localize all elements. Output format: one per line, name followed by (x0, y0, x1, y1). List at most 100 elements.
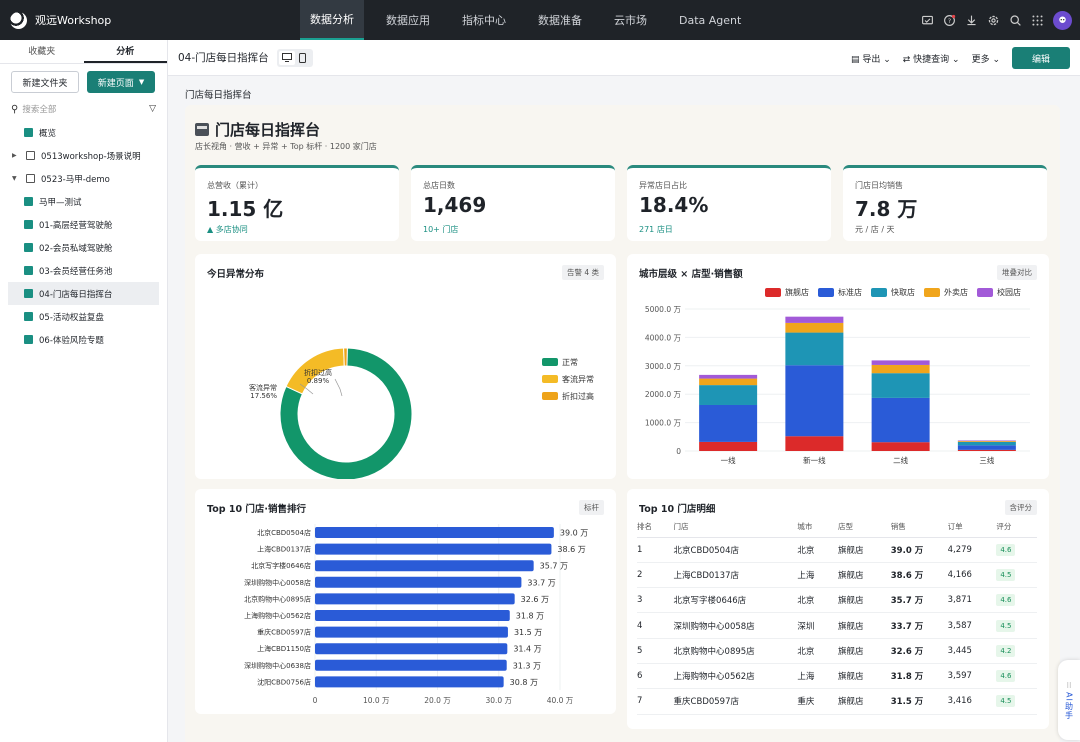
stack-bar-segment[interactable] (871, 397, 930, 443)
table-row[interactable]: 1 北京CBD0504店 北京 旗舰店 39.0 万 4,279 4.6 (637, 537, 1037, 563)
table-header[interactable]: 评分 (996, 517, 1037, 538)
hbar[interactable] (315, 560, 534, 572)
sidebar-item[interactable]: 06-体验风险专题 (0, 328, 167, 351)
edit-button[interactable]: 编辑 (1012, 47, 1070, 69)
sidebar-item[interactable]: 03-会员经营任务池 (0, 259, 167, 282)
table-header[interactable]: 店型 (837, 517, 891, 538)
stack-bar-segment[interactable] (871, 442, 930, 451)
new-page-button[interactable]: 新建页面 ▼ (87, 71, 155, 93)
nav-data-agent[interactable]: Data Agent (679, 13, 742, 27)
quick-query-button[interactable]: ⇄ 快捷查询 ⌄ (902, 54, 960, 65)
table-header[interactable]: 订单 (947, 517, 997, 538)
tab-favorites[interactable]: 收藏夹 (28, 47, 56, 57)
table-header[interactable]: 门店 (673, 517, 798, 538)
table-row[interactable]: 2 上海CBD0137店 上海 旗舰店 38.6 万 4,166 4.5 (637, 562, 1037, 589)
sidebar-item[interactable]: 概览 (0, 121, 167, 144)
stack-bar-segment[interactable] (699, 374, 758, 379)
stack-bar-segment[interactable] (957, 445, 1016, 450)
caret-right-icon[interactable]: ▶ (12, 152, 17, 159)
download-icon[interactable] (965, 14, 978, 27)
nav-cloud-market[interactable]: 云市场 (614, 14, 647, 27)
stack-bar-segment[interactable] (785, 332, 844, 366)
stack-bar-segment[interactable] (957, 440, 1016, 442)
table-header[interactable]: 销售 (890, 517, 948, 538)
stack-bar-segment[interactable] (871, 364, 930, 374)
tab-analysis[interactable]: 分析 (83, 40, 167, 63)
legend-label[interactable]: 折扣过高 (562, 391, 594, 401)
table-header[interactable]: 排名 (637, 517, 674, 538)
filter-icon[interactable]: ▽ (149, 104, 156, 114)
settings-icon[interactable] (987, 14, 1000, 27)
sidebar-search[interactable]: ⚲ 搜索全部 ▽ (0, 100, 167, 118)
help-icon[interactable]: ? (943, 14, 956, 27)
nav-data-apps[interactable]: 数据应用 (386, 14, 430, 27)
table-cell: 3 (637, 587, 674, 614)
caret-down-icon[interactable]: ▼ (12, 175, 17, 182)
search-icon[interactable] (1009, 14, 1022, 27)
stack-bar-segment[interactable] (699, 404, 758, 442)
kpi-card: 总营收（累计） 1.15 亿 ▲ 多店协同 (195, 165, 399, 241)
nav-data-prep[interactable]: 数据准备 (538, 14, 582, 27)
table-row[interactable]: 7 重庆CBD0597店 重庆 旗舰店 31.5 万 3,416 4.5 (637, 688, 1037, 715)
hbar[interactable] (315, 643, 508, 655)
stack-bar-segment[interactable] (957, 441, 1016, 442)
donut-slice[interactable] (279, 347, 413, 479)
stack-bar-segment[interactable] (699, 441, 758, 451)
hbar[interactable] (315, 593, 515, 605)
legend-label[interactable]: 客流异常 (562, 374, 594, 384)
legend-label[interactable]: 外卖店 (944, 287, 968, 297)
stack-bar-segment[interactable] (699, 385, 758, 405)
sidebar-item[interactable]: 02-会员私域驾驶舱 (0, 236, 167, 259)
legend-label[interactable]: 快取店 (891, 287, 915, 297)
legend-label[interactable]: 标准店 (838, 287, 862, 297)
sidebar-item[interactable]: 01-高层经营驾驶舱 (0, 213, 167, 236)
table-row[interactable]: 3 北京写字楼0646店 北京 旗舰店 35.7 万 3,871 4.6 (637, 587, 1037, 614)
stack-bar-segment[interactable] (785, 436, 844, 451)
nav-data-analysis[interactable]: 数据分析 (300, 0, 364, 40)
legend-label[interactable]: 校园店 (997, 287, 1021, 297)
sidebar-item[interactable]: 04-门店每日指挥台 (8, 282, 159, 305)
stack-bar-segment[interactable] (871, 360, 930, 365)
table-row[interactable]: 6 上海购物中心0562店 上海 旗舰店 31.8 万 3,597 4.6 (637, 663, 1037, 690)
table-header[interactable]: 城市 (797, 517, 838, 538)
table-row[interactable]: 5 北京购物中心0895店 北京 旗舰店 32.6 万 3,445 4.2 (637, 638, 1037, 664)
sidebar-item[interactable]: 05-活动权益复盘 (0, 305, 167, 328)
x-tick-label: 一线 (721, 455, 736, 465)
legend-label[interactable]: 正常 (562, 358, 578, 367)
donut-slice[interactable] (343, 347, 348, 367)
hbar[interactable] (315, 626, 508, 638)
hbar[interactable] (315, 659, 507, 671)
sidebar-item[interactable]: 马甲—测试 (0, 190, 167, 213)
stack-bar-segment[interactable] (785, 316, 844, 323)
sidebar-item-label: 马甲—测试 (39, 197, 82, 208)
nav-metric-center[interactable]: 指标中心 (462, 14, 506, 27)
hbar[interactable] (315, 610, 510, 621)
more-button[interactable]: 更多 ⌄ (971, 54, 1000, 65)
sidebar-item[interactable]: ▶ 0513workshop-场景说明 (0, 144, 167, 167)
y-tick-label: 北京购物中心0895店 (244, 594, 311, 603)
stack-bar-segment[interactable] (871, 373, 930, 398)
hbar[interactable] (315, 676, 504, 688)
hbar[interactable] (315, 527, 554, 538)
stack-bar-segment[interactable] (699, 378, 758, 386)
hbar[interactable] (315, 543, 552, 555)
ai-assistant-button[interactable]: ⁝⁝ AI助手 (1058, 660, 1080, 740)
sidebar-item[interactable]: ▼ 0523-马甲-demo (0, 167, 167, 190)
hbar[interactable] (315, 576, 522, 588)
desktop-view-icon[interactable] (278, 50, 295, 65)
export-button[interactable]: ▤ 导出 ⌄ (850, 54, 891, 65)
mobile-view-icon[interactable] (295, 51, 311, 65)
search-input[interactable]: 搜索全部 (22, 105, 57, 115)
avatar[interactable] (1053, 10, 1072, 30)
stack-bar-segment[interactable] (957, 449, 1016, 451)
table-row[interactable]: 4 深圳购物中心0058店 深圳 旗舰店 33.7 万 3,587 4.5 (637, 612, 1037, 639)
apps-grid-icon[interactable] (1031, 14, 1044, 27)
stack-bar-segment[interactable] (785, 365, 844, 437)
new-folder-button[interactable]: 新建文件夹 (11, 71, 79, 93)
message-icon[interactable] (921, 14, 934, 27)
app-logo[interactable]: 观远Workshop (10, 11, 300, 29)
chevron-down-icon: ▼ (138, 78, 145, 86)
stack-bar-segment[interactable] (785, 322, 844, 333)
legend-label[interactable]: 旗舰店 (785, 287, 809, 297)
stack-bar-segment[interactable] (957, 441, 1016, 446)
